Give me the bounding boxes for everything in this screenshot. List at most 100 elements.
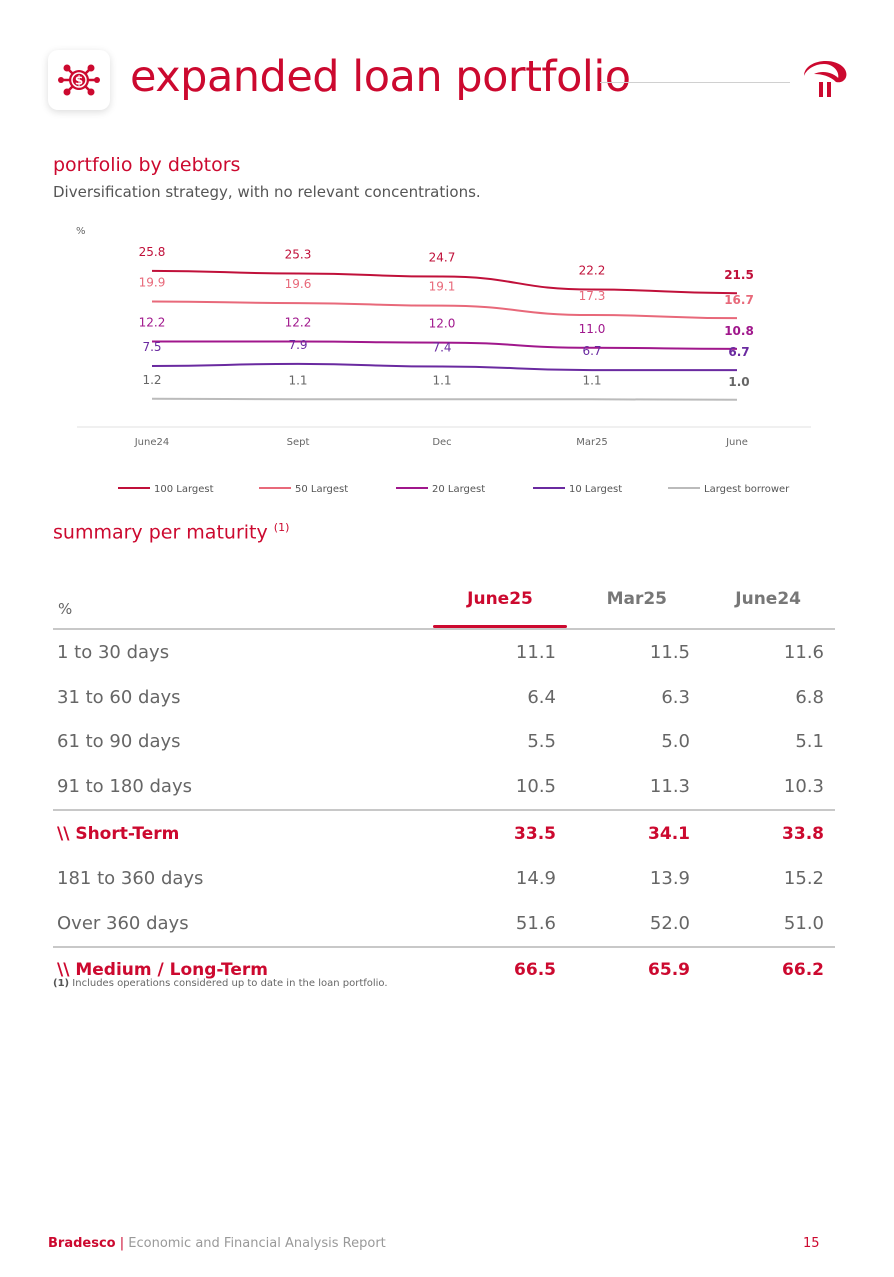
legend-label-20-largest: 20 Largest bbox=[432, 484, 485, 495]
legend-label-10-largest: 10 Largest bbox=[569, 484, 622, 495]
maturity-title-text: summary per maturity bbox=[53, 521, 268, 544]
footnote: (1) Includes operations considered up to… bbox=[53, 978, 388, 989]
maturity-row-label: \\ Medium / Long-Term bbox=[57, 959, 268, 980]
maturity-total-row: \\ Short-Term 33.5 34.1 33.8 bbox=[53, 810, 835, 856]
maturity-cell: 13.9 bbox=[649, 867, 690, 889]
data-label-100-largest: 22.2 bbox=[579, 264, 606, 278]
column-header-june24: June24 bbox=[735, 589, 801, 609]
series-line-20-largest bbox=[151, 340, 738, 350]
maturity-cell: 15.2 bbox=[783, 867, 824, 889]
column-header-mar25: Mar25 bbox=[606, 589, 667, 609]
money-network-icon: $ bbox=[58, 64, 100, 96]
data-label-20-largest: 11.0 bbox=[579, 322, 606, 336]
data-label-largest-borrower: 1.2 bbox=[142, 373, 161, 387]
series-line-10-largest bbox=[151, 362, 737, 372]
data-label-10-largest: 6.7 bbox=[582, 344, 601, 358]
maturity-cell: 10.3 bbox=[783, 776, 824, 798]
maturity-cell: 33.8 bbox=[782, 823, 824, 844]
maturity-cell: 66.5 bbox=[514, 959, 556, 980]
maturity-cell: 11.3 bbox=[649, 776, 690, 798]
maturity-cell: 51.0 bbox=[783, 912, 824, 934]
svg-text:$: $ bbox=[75, 74, 83, 88]
footer-brand: Bradesco bbox=[48, 1236, 116, 1251]
maturity-row: 91 to 180 days 10.5 11.3 10.3 bbox=[53, 764, 835, 810]
maturity-cell: 6.3 bbox=[661, 686, 690, 708]
maturity-row: Over 360 days 51.6 52.0 51.0 bbox=[53, 901, 835, 947]
debtors-line-chart: % June24 Sept Dec Mar25 June 25.8 25.3 24.7 22.2 2… bbox=[76, 226, 811, 495]
x-tick-label: Sept bbox=[287, 437, 310, 448]
maturity-row-label: 61 to 90 days bbox=[57, 731, 181, 753]
data-label-50-largest: 19.1 bbox=[429, 280, 456, 294]
maturity-cell: 11.1 bbox=[515, 641, 556, 663]
maturity-section-title: summary per maturity (1) bbox=[53, 521, 289, 543]
x-tick-label: June bbox=[725, 437, 748, 448]
x-tick-label: Dec bbox=[432, 437, 451, 448]
footnote-marker: (1) bbox=[53, 978, 70, 989]
portfolio-section-title: portfolio by debtors bbox=[53, 154, 241, 176]
maturity-cell: 65.9 bbox=[648, 959, 690, 980]
maturity-cell: 33.5 bbox=[514, 823, 556, 844]
data-label-100-largest: 25.8 bbox=[139, 245, 166, 259]
maturity-row: 1 to 30 days 11.1 11.5 11.6 bbox=[53, 629, 835, 675]
data-label-50-largest: 17.3 bbox=[579, 289, 606, 303]
bradesco-logo-icon bbox=[804, 61, 847, 97]
footer-separator: | bbox=[119, 1236, 125, 1251]
unit-header: % bbox=[58, 600, 73, 618]
series-line-largest-borrower bbox=[151, 397, 738, 401]
maturity-cell: 14.9 bbox=[515, 867, 556, 889]
maturity-cell: 6.4 bbox=[527, 686, 556, 708]
maturity-row-label: 91 to 180 days bbox=[57, 776, 192, 798]
maturity-cell: 34.1 bbox=[648, 823, 690, 844]
data-label-100-largest: 21.5 bbox=[724, 268, 754, 282]
data-label-10-largest: 7.4 bbox=[432, 341, 451, 355]
series-line-50-largest bbox=[151, 300, 738, 320]
data-label-20-largest: 12.2 bbox=[285, 316, 312, 330]
maturity-cell: 51.6 bbox=[515, 912, 556, 934]
data-label-50-largest: 19.9 bbox=[139, 276, 166, 290]
data-label-largest-borrower: 1.1 bbox=[288, 373, 307, 387]
maturity-total-row: \\ Medium / Long-Term 66.5 65.9 66.2 bbox=[53, 946, 835, 993]
maturity-cell: 11.5 bbox=[649, 641, 690, 663]
data-label-100-largest: 24.7 bbox=[429, 251, 456, 265]
maturity-cell: 5.1 bbox=[795, 731, 824, 753]
maturity-row-label: 31 to 60 days bbox=[57, 686, 181, 708]
maturity-row: 61 to 90 days 5.5 5.0 5.1 bbox=[53, 720, 835, 765]
page-footer: Bradesco | Economic and Financial Analys… bbox=[48, 1236, 386, 1251]
data-label-10-largest: 6.7 bbox=[728, 345, 749, 359]
legend-label-50-largest: 50 Largest bbox=[295, 484, 348, 495]
data-label-50-largest: 19.6 bbox=[285, 277, 312, 291]
legend-label-100-largest: 100 Largest bbox=[154, 484, 214, 495]
maturity-cell: 66.2 bbox=[782, 959, 824, 980]
maturity-table: % June25 Mar25 June24 1 to 30 days 11.1 11… bbox=[53, 570, 835, 992]
data-label-largest-borrower: 1.1 bbox=[582, 373, 601, 387]
maturity-cell: 11.6 bbox=[783, 641, 824, 663]
data-label-largest-borrower: 1.1 bbox=[432, 373, 451, 387]
portfolio-section-subtitle: Diversification strategy, with no releva… bbox=[53, 183, 481, 201]
x-tick-label: June24 bbox=[134, 437, 170, 448]
maturity-cell: 52.0 bbox=[649, 912, 690, 934]
maturity-row-label: 1 to 30 days bbox=[57, 641, 170, 663]
title-divider bbox=[600, 82, 790, 83]
footnote-text: Includes operations considered up to dat… bbox=[72, 978, 388, 989]
data-label-100-largest: 25.3 bbox=[285, 247, 312, 261]
page-title: expanded loan portfolio bbox=[130, 52, 631, 102]
maturity-title-note: (1) bbox=[273, 521, 290, 534]
page-number: 15 bbox=[803, 1236, 820, 1251]
data-label-10-largest: 7.5 bbox=[142, 340, 161, 354]
column-header-june25: June25 bbox=[433, 570, 567, 629]
footer-report-name: Economic and Financial Analysis Report bbox=[128, 1236, 386, 1251]
section-icon-tile: $ bbox=[48, 50, 110, 110]
data-label-50-largest: 16.7 bbox=[724, 293, 754, 307]
data-label-10-largest: 7.9 bbox=[288, 338, 307, 352]
series-line-100-largest bbox=[151, 269, 738, 295]
maturity-row-label: 181 to 360 days bbox=[57, 867, 204, 889]
maturity-cell: 10.5 bbox=[515, 776, 556, 798]
maturity-row: 31 to 60 days 6.4 6.3 6.8 bbox=[53, 675, 835, 720]
maturity-cell: 5.5 bbox=[527, 731, 556, 753]
maturity-row: 181 to 360 days 14.9 13.9 15.2 bbox=[53, 856, 835, 901]
y-axis-unit: % bbox=[76, 226, 86, 237]
maturity-row-label: Over 360 days bbox=[57, 912, 189, 934]
data-label-20-largest: 10.8 bbox=[724, 324, 754, 338]
data-label-20-largest: 12.0 bbox=[429, 317, 456, 331]
maturity-cell: 5.0 bbox=[661, 731, 690, 753]
